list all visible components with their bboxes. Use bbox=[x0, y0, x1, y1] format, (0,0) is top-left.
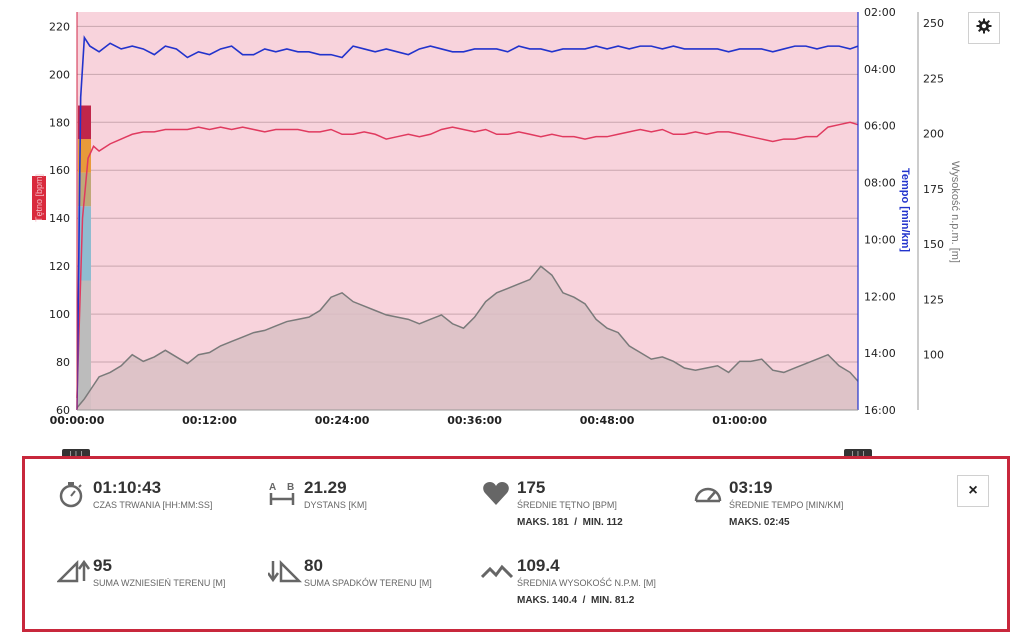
speedometer-icon bbox=[694, 487, 722, 503]
descent-label: SUMA SPADKÓW TERENU bbox=[304, 578, 417, 588]
hr-tick-label: 60 bbox=[56, 404, 70, 417]
hr-min-label: MIN. bbox=[582, 517, 604, 528]
hr-tick-label: 160 bbox=[49, 164, 70, 177]
elev-max-label: MAKS. bbox=[517, 595, 550, 606]
hr-tick-label: 80 bbox=[56, 356, 70, 369]
x-tick-label: 01:00:00 bbox=[712, 414, 767, 427]
avg-elev-label: ŚREDNIA WYSOKOŚĆ N.P.M. bbox=[517, 578, 641, 588]
ascent-label: SUMA WZNIESIEŃ TERENU bbox=[93, 578, 211, 588]
avg-hr-label: ŚREDNIE TĘTNO bbox=[517, 500, 590, 510]
hr-max: 181 bbox=[552, 517, 569, 528]
hr-tick-label: 120 bbox=[49, 260, 70, 273]
avg-hr-unit: [bpm] bbox=[592, 500, 617, 510]
heart-rate-line bbox=[76, 121, 859, 399]
tempo-line bbox=[76, 35, 859, 411]
tempo-tick-label: 06:00 bbox=[864, 120, 896, 133]
hr-zone bbox=[78, 280, 91, 410]
hr-tick-label: 100 bbox=[49, 308, 70, 321]
distance-value: 21.29 bbox=[304, 478, 347, 497]
elevation-tick-label: 100 bbox=[923, 349, 944, 362]
tempo-max-label: MAKS. bbox=[729, 517, 762, 528]
stat-duration: 01:10:43 CZAS TRWANIA [hh:mm:ss] bbox=[57, 479, 212, 511]
x-tick-label: 00:00:00 bbox=[50, 414, 105, 427]
elevation-tick-label: 150 bbox=[923, 238, 944, 251]
heart-icon bbox=[483, 482, 509, 505]
avg-tempo-value: 03:19 bbox=[729, 478, 773, 497]
avg-tempo-label: ŚREDNIE TEMPO bbox=[729, 500, 804, 510]
avg-tempo-unit: [min/km] bbox=[805, 500, 844, 510]
workout-chart[interactable]: 60 80 100 120 140 160 180 200 220 02:00 04:00 06:0… bbox=[0, 0, 1024, 445]
x-tick-label: 00:12:00 bbox=[182, 414, 237, 427]
stat-descent: 80 SUMA SPADKÓW TERENU [m] bbox=[268, 557, 432, 589]
tempo-tick-label: 02:00 bbox=[864, 6, 896, 19]
tempo-tick-label: 16:00 bbox=[864, 404, 896, 417]
hr-tick-label: 200 bbox=[49, 68, 70, 81]
hr-min: 112 bbox=[606, 517, 623, 528]
stopwatch-icon bbox=[59, 482, 83, 508]
svg-text:B: B bbox=[287, 482, 294, 493]
stats-panel: × 01:10:43 CZAS TRWANIA [hh:mm:ss] A B 2… bbox=[22, 456, 1010, 632]
tempo-max: 02:45 bbox=[764, 517, 790, 528]
settings-button[interactable] bbox=[968, 12, 1000, 44]
elevation-tick-label: 250 bbox=[923, 17, 944, 30]
stat-ascent: 95 SUMA WZNIESIEŃ TERENU [m] bbox=[57, 557, 225, 589]
hr-tick-label: 220 bbox=[49, 20, 70, 33]
avg-hr-value: 175 bbox=[517, 478, 546, 497]
tempo-tick-label: 14:00 bbox=[864, 347, 896, 360]
ascent-icon bbox=[57, 559, 91, 583]
mountain-icon bbox=[481, 564, 514, 579]
tempo-tick-label: 08:00 bbox=[864, 177, 896, 190]
elevation-tick-label: 125 bbox=[923, 293, 944, 306]
x-tick-label: 00:24:00 bbox=[315, 414, 370, 427]
tempo-tick-label: 12:00 bbox=[864, 290, 896, 303]
duration-value: 01:10:43 bbox=[93, 478, 162, 497]
close-icon: × bbox=[968, 482, 978, 499]
tempo-tick-label: 04:00 bbox=[864, 63, 896, 76]
elevation-tick-label: 200 bbox=[923, 128, 944, 141]
elev-min: 81.2 bbox=[614, 595, 635, 606]
tempo-axis-label: Tempo [min/km] bbox=[899, 168, 911, 252]
heart-rate-axis-label-text: Tętno [bpm] bbox=[34, 174, 44, 222]
stat-avg-tempo: 03:19 ŚREDNIE TEMPO [min/km] MAKS. 02:45 bbox=[693, 479, 843, 528]
elev-min-label: MIN. bbox=[590, 595, 613, 606]
stat-distance: A B 21.29 DYSTANS [km] bbox=[268, 479, 367, 511]
elevation-tick-label: 225 bbox=[923, 72, 944, 85]
descent-value: 80 bbox=[304, 556, 323, 575]
distance-unit: [km] bbox=[348, 500, 367, 510]
stat-avg-heart-rate: 175 ŚREDNIE TĘTNO [bpm] MAKS. 181 / MIN.… bbox=[481, 479, 623, 528]
x-tick-label: 00:36:00 bbox=[447, 414, 502, 427]
distance-label: DYSTANS bbox=[304, 500, 346, 510]
elevation-line bbox=[76, 265, 859, 409]
hr-max-label: MAKS. bbox=[517, 517, 550, 528]
heart-rate-axis-label: Tętno [bpm] bbox=[32, 174, 46, 222]
elevation-tick-label: 175 bbox=[923, 183, 944, 196]
elevation-axis-label: Wysokość n.p.m. [m] bbox=[949, 161, 961, 263]
avg-elev-value: 109.4 bbox=[517, 556, 560, 575]
gear-icon bbox=[976, 18, 992, 39]
stat-avg-elevation: 109.4 ŚREDNIA WYSOKOŚĆ N.P.M. [m] MAKS. … bbox=[481, 557, 656, 606]
ascent-unit: [m] bbox=[212, 578, 226, 588]
close-button[interactable]: × bbox=[957, 475, 989, 507]
hr-tick-label: 140 bbox=[49, 212, 70, 225]
avg-elev-unit: [m] bbox=[643, 578, 656, 588]
ascent-value: 95 bbox=[93, 556, 112, 575]
x-tick-label: 00:48:00 bbox=[580, 414, 635, 427]
distance-icon: A B bbox=[269, 482, 295, 505]
svg-text:A: A bbox=[269, 482, 276, 493]
elevation-area bbox=[77, 266, 858, 410]
duration-unit: [hh:mm:ss] bbox=[162, 500, 213, 510]
descent-icon bbox=[268, 559, 302, 583]
duration-label: CZAS TRWANIA bbox=[93, 500, 160, 510]
tempo-tick-label: 10:00 bbox=[864, 233, 896, 246]
hr-tick-label: 180 bbox=[49, 116, 70, 129]
descent-unit: [m] bbox=[419, 578, 432, 588]
elev-max: 140.4 bbox=[552, 595, 578, 606]
